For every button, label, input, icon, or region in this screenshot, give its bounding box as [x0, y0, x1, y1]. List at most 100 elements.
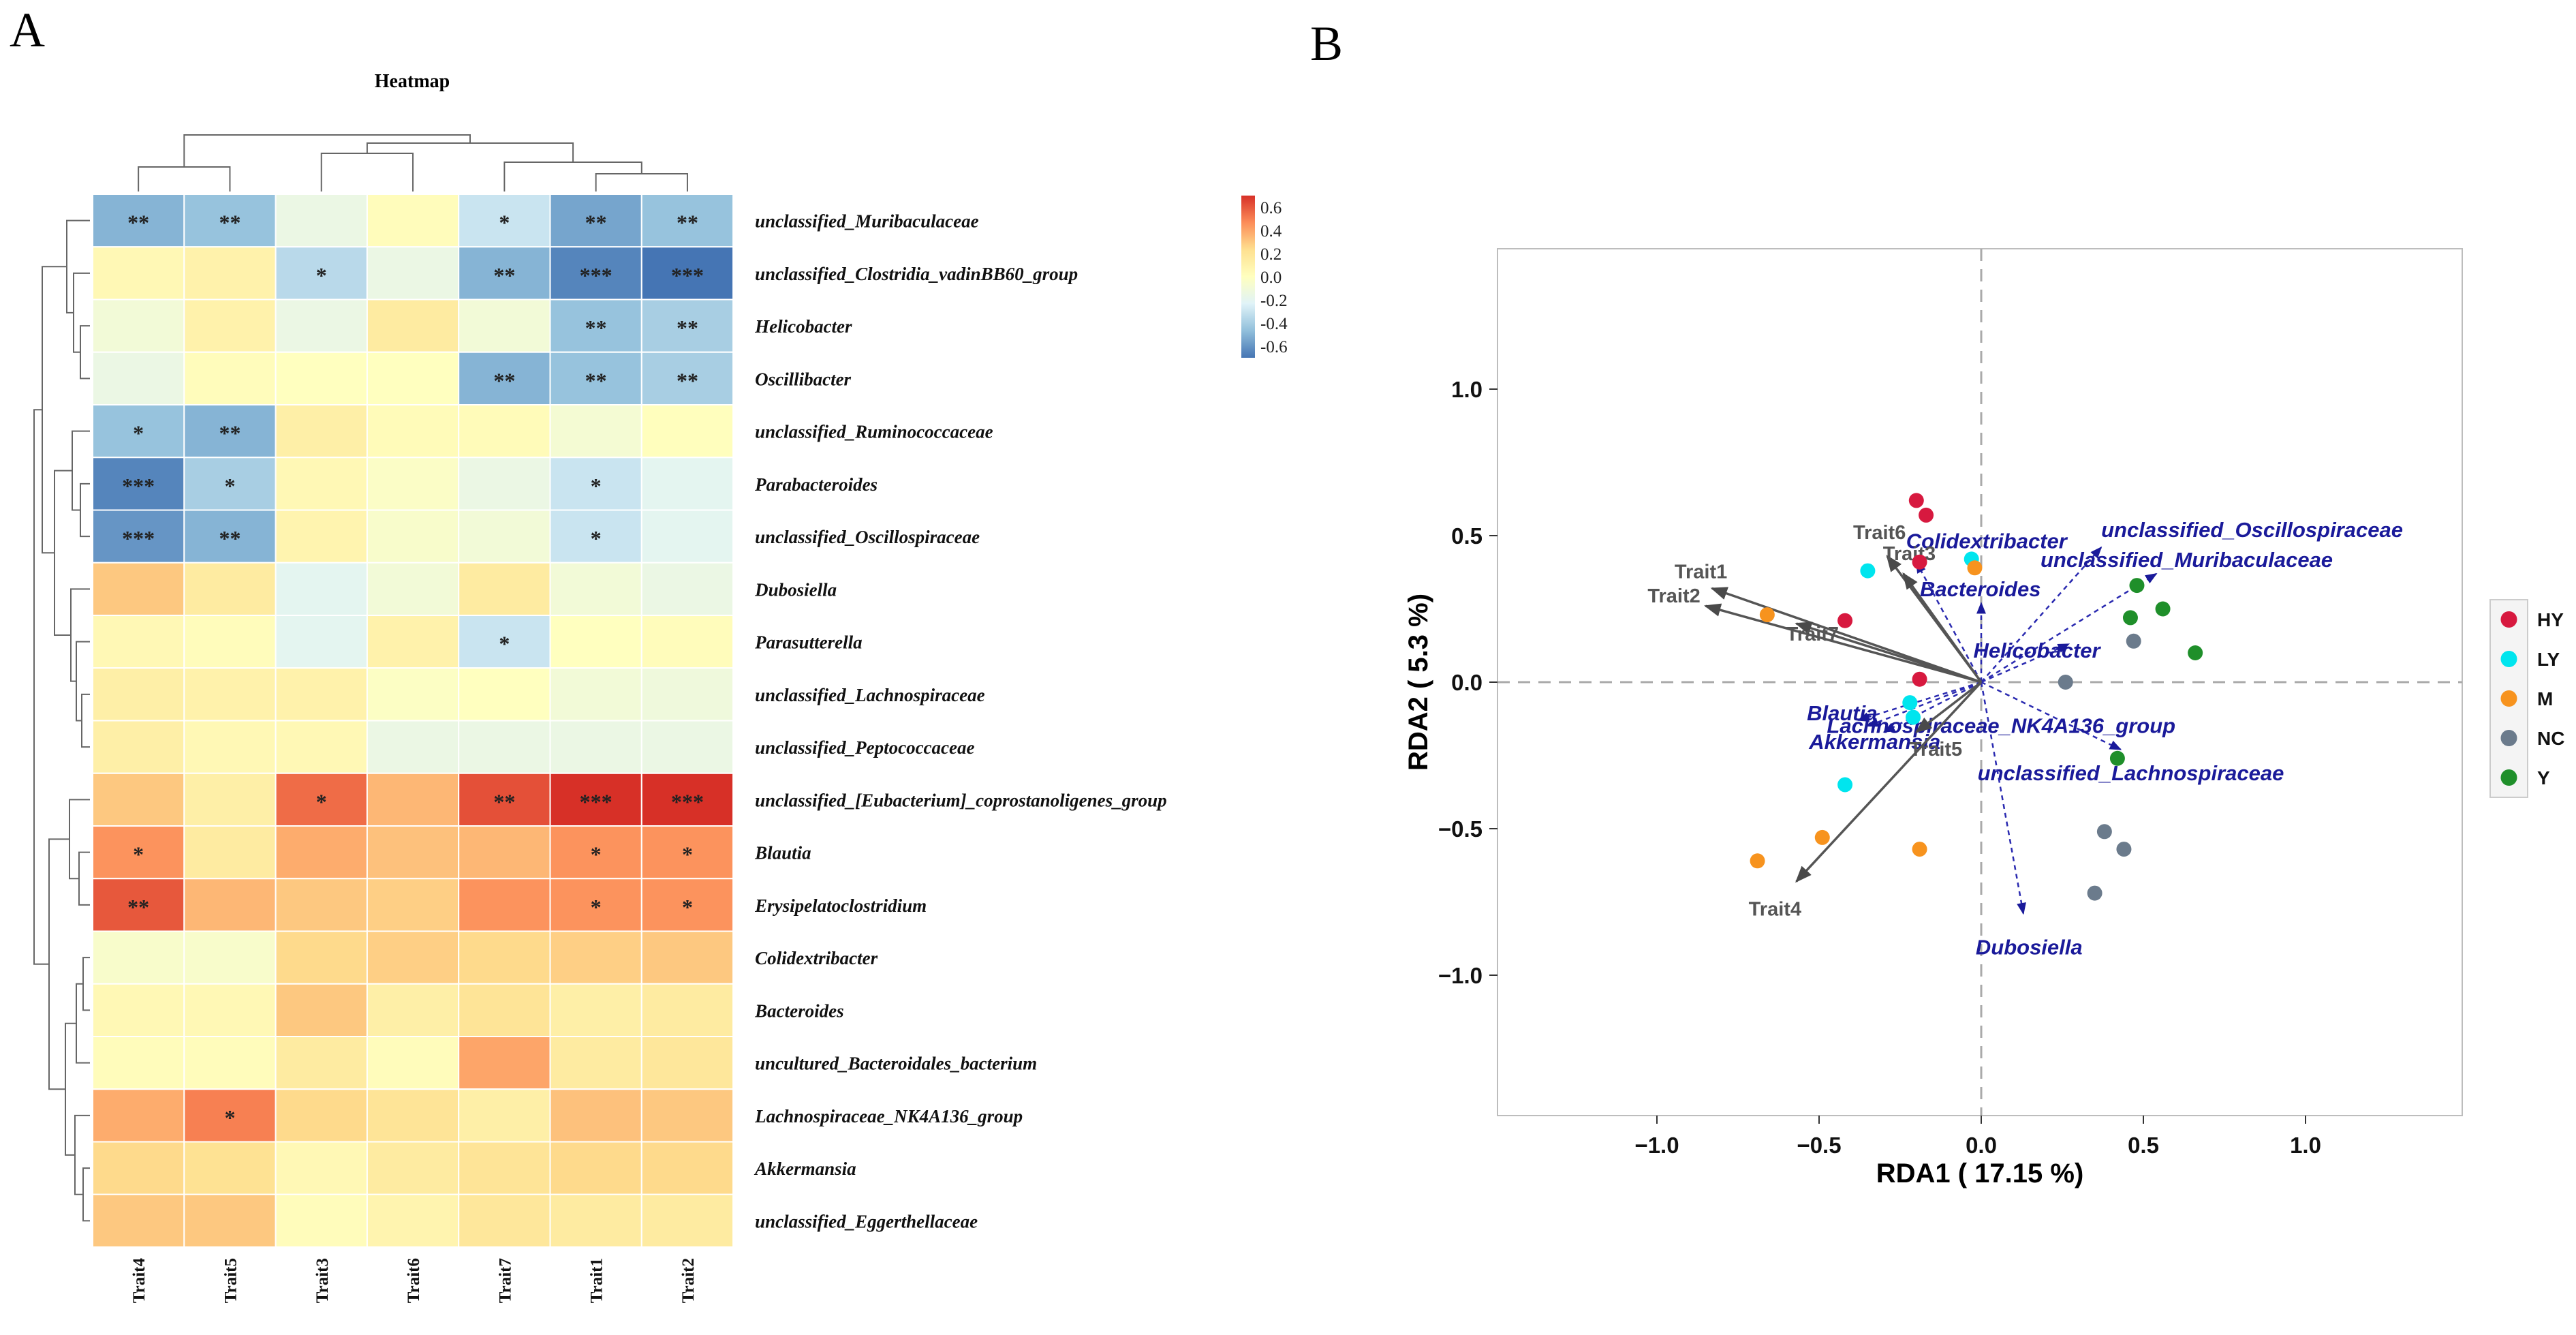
heatmap-cell	[549, 246, 642, 301]
significance-marker: ***	[580, 263, 612, 288]
heatmap-cell	[275, 615, 368, 669]
x-axis-label: RDA1 ( 17.15 %)	[1876, 1158, 2084, 1188]
genus-arrow	[1882, 681, 1982, 733]
heatmap-cell	[366, 1036, 460, 1090]
heatmap-cell	[275, 457, 368, 511]
sample-point	[2126, 633, 2141, 649]
heatmap-cell	[275, 298, 368, 353]
legend-marker	[2500, 769, 2517, 786]
significance-marker: **	[493, 789, 515, 814]
row-label: Parabacteroides	[754, 474, 878, 495]
heatmap-cell	[458, 1141, 551, 1195]
dendrogram-branch	[81, 693, 90, 748]
trait-arrow	[1902, 572, 1983, 684]
heatmap-cell	[549, 1141, 642, 1195]
row-label: unclassified_Lachnospiraceae	[755, 685, 985, 705]
heatmap-cell	[458, 298, 551, 353]
sample-point	[1906, 709, 1921, 725]
heatmap-cell	[458, 1193, 551, 1248]
dendrogram-branch	[48, 838, 69, 1090]
color-scale-tick: -0.4	[1260, 315, 1288, 333]
significance-marker: **	[219, 211, 240, 235]
sample-point	[1919, 507, 1934, 523]
heatmap-cell	[458, 930, 551, 985]
heatmap-cell	[275, 1141, 368, 1195]
heatmap-cell	[183, 878, 277, 932]
heatmap-cell	[640, 930, 734, 985]
heatmap-cell	[458, 983, 551, 1037]
column-label: Trait1	[588, 1258, 606, 1303]
heatmap-cell	[183, 351, 277, 405]
genus-label: unclassified_Oscillospiraceae	[2101, 518, 2403, 542]
heatmap-cell	[549, 615, 642, 669]
dendrogram-branch	[73, 272, 90, 353]
heatmap-cell	[640, 509, 734, 564]
significance-marker: *	[499, 632, 510, 656]
heatmap-cell	[366, 615, 460, 669]
heatmap-cell	[366, 878, 460, 932]
significance-marker: *	[133, 842, 144, 867]
trait-label: Trait7	[1786, 624, 1839, 645]
trait-arrow	[1795, 622, 1982, 684]
sample-point	[2122, 610, 2138, 626]
significance-marker: **	[493, 263, 515, 288]
heatmap-cell	[275, 194, 368, 248]
dendrogram-branch	[183, 134, 471, 167]
significance-marker: *	[682, 842, 693, 867]
dendrogram-branch	[138, 166, 231, 191]
sample-point	[2058, 675, 2073, 690]
row-label: unclassified_Oscillospiraceae	[755, 527, 980, 547]
heatmap-cell	[640, 351, 734, 405]
row-label: unclassified_Eggerthellaceae	[755, 1211, 978, 1231]
row-label: Lachnospiraceae_NK4A136_group	[754, 1106, 1023, 1126]
color-scale-tick: 0.0	[1260, 268, 1282, 287]
heatmap-cell	[366, 351, 460, 405]
genus-arrow	[1980, 681, 2026, 915]
dendrogram-branch	[82, 957, 90, 1011]
sample-point	[1902, 695, 1918, 711]
trait-arrows: Trait1Trait2Trait7Trait6Trait3Trait5Trai…	[1647, 522, 1983, 920]
row-label: Dubosiella	[754, 579, 837, 600]
genus-label: Dubosiella	[1976, 936, 2083, 960]
rda-panel: unclassified_Oscillospiraceae unclassifie…	[1403, 248, 2564, 1188]
significance-marker: **	[677, 211, 698, 235]
color-scale-tick: -0.2	[1260, 292, 1288, 310]
row-label: Bacteroides	[754, 1000, 843, 1021]
heatmap-cell	[640, 298, 734, 353]
heatmap-cell	[640, 194, 734, 248]
column-label: Trait2	[679, 1258, 698, 1303]
heatmap-cell	[366, 404, 460, 459]
legend-label: LY	[2537, 649, 2560, 670]
sample-point	[1908, 493, 1924, 508]
heatmap-cell	[549, 772, 642, 827]
heatmap-cells	[92, 194, 734, 1248]
heatmap-cell	[92, 930, 185, 985]
heatmap-cell	[183, 562, 277, 616]
genus-label: unclassified_Muribaculaceae	[2040, 548, 2333, 572]
heatmap-cell	[275, 930, 368, 985]
x-tick-label: −0.5	[1797, 1133, 1841, 1158]
heatmap-cell	[183, 825, 277, 880]
heatmap-cell	[549, 404, 642, 459]
significance-marker: *	[133, 421, 144, 446]
significance-marker: *	[316, 789, 327, 814]
genus-arrow	[1981, 546, 2102, 683]
trait-arrow	[1914, 681, 1983, 733]
heatmap-cell	[549, 878, 642, 932]
heatmap-cell	[366, 983, 460, 1037]
heatmap-cell	[92, 404, 185, 459]
dendrogram-branch	[80, 325, 90, 380]
heatmap-cell	[183, 720, 277, 774]
significance-marker: *	[224, 1105, 235, 1130]
sample-point	[2155, 601, 2171, 617]
trait-label: Trait2	[1647, 585, 1700, 607]
sample-point	[1837, 613, 1853, 628]
heatmap-cell	[275, 246, 368, 301]
heatmap-cell	[549, 1036, 642, 1090]
row-label: Oscillibacter	[755, 369, 851, 389]
heatmap-cell	[92, 772, 185, 827]
heatmap-cell	[458, 246, 551, 301]
trait-label: Trait3	[1883, 543, 1936, 565]
heatmap-cell	[549, 983, 642, 1037]
